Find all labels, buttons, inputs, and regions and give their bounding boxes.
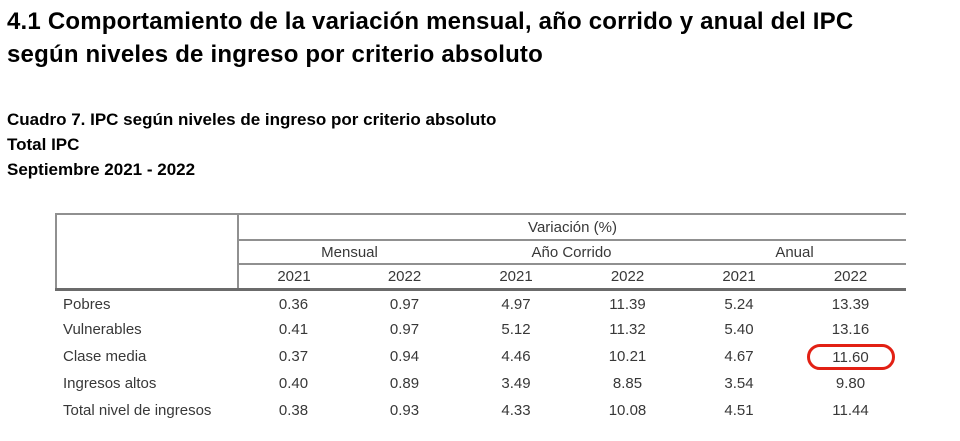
cell-value: 10.08 <box>608 402 647 419</box>
row-label: Ingresos altos <box>63 375 157 392</box>
section-title-line1: 4.1 Comportamiento de la variación mensu… <box>7 8 854 35</box>
row-label: Clase media <box>63 348 147 365</box>
header-anual: Anual <box>683 240 907 265</box>
cell-value: 10.21 <box>608 348 647 365</box>
cell-value: 0.40 <box>278 375 309 392</box>
table-header-row-subgroups: Mensual Año Corrido Anual <box>56 240 907 265</box>
cell-value: 0.36 <box>278 295 309 313</box>
cell-value: 8.85 <box>612 375 643 392</box>
table-corner-cell <box>55 213 239 291</box>
row-label: Total nivel de ingresos <box>63 402 212 419</box>
table-header-row-group: Variación (%) <box>55 213 907 291</box>
cell-value: 3.54 <box>724 375 754 392</box>
table-row-ingresos-altos: Ingresos altos 0.40 0.89 3.49 8.85 3.54 … <box>56 370 906 397</box>
cell-value: 0.41 <box>278 321 309 338</box>
cell-value: 0.37 <box>278 348 309 365</box>
cell-value: 4.97 <box>501 295 531 313</box>
header-year-corrido-2022: 2022 <box>572 264 683 291</box>
highlight-ellipse-annotation: 11.60 <box>806 343 895 370</box>
header-year-corrido-2021: 2021 <box>460 264 572 291</box>
caption-total-ipc: Total IPC <box>7 135 80 154</box>
cell-value: 11.39 <box>609 295 646 313</box>
cell-value: 4.33 <box>501 402 531 419</box>
highlighted-value: 11.60 <box>832 348 869 366</box>
cell-value: 9.80 <box>835 375 866 392</box>
section-title: 4.1 Comportamiento de la variación mensu… <box>7 5 853 71</box>
caption-cuadro: Cuadro 7. IPC según niveles de ingreso p… <box>7 110 497 129</box>
cell-value-highlighted: 11.60 <box>795 343 906 370</box>
cell-value: 5.24 <box>724 295 754 313</box>
header-ano-corrido: Año Corrido <box>460 240 683 265</box>
cell-value: 0.94 <box>389 348 420 365</box>
cell-value: 0.38 <box>278 402 309 419</box>
cell-value: 13.16 <box>831 321 870 338</box>
cell-value: 3.49 <box>501 375 531 392</box>
header-year-anual-2021: 2021 <box>683 264 795 291</box>
ipc-table: Variación (%) Mensual Año Corrido Anual … <box>55 213 907 424</box>
table-row-clase-media: Clase media 0.37 0.94 4.46 10.21 4.67 11… <box>56 343 906 370</box>
cell-value: 11.44 <box>832 402 869 419</box>
cell-value: 0.93 <box>389 402 420 419</box>
cell-value: 0.97 <box>389 295 420 313</box>
cell-value: 5.12 <box>501 321 531 338</box>
cell-value: 4.46 <box>501 348 531 365</box>
table-row-total: Total nivel de ingresos 0.38 0.93 4.33 1… <box>56 397 906 424</box>
section-title-line2: según niveles de ingreso por criterio ab… <box>7 41 543 68</box>
header-variacion: Variación (%) <box>238 213 907 241</box>
caption-period: Septiembre 2021 - 2022 <box>7 160 196 179</box>
header-year-mensual-2022: 2022 <box>349 264 460 291</box>
cell-value: 13.39 <box>831 295 870 313</box>
cell-value: 0.97 <box>389 321 420 338</box>
header-year-mensual-2021: 2021 <box>238 264 349 291</box>
cell-value: 4.67 <box>724 348 754 365</box>
header-mensual: Mensual <box>238 240 460 265</box>
cell-value: 11.32 <box>609 321 646 338</box>
cell-value: 4.51 <box>724 402 754 419</box>
row-label: Pobres <box>63 295 111 313</box>
table-caption: Cuadro 7. IPC según niveles de ingreso p… <box>7 107 496 182</box>
table-header-row-years: 2021 2022 2021 2022 2021 2022 <box>56 264 907 291</box>
header-year-anual-2022: 2022 <box>795 264 907 291</box>
cell-value: 0.89 <box>389 375 420 392</box>
row-label: Vulnerables <box>63 321 142 338</box>
cell-value: 5.40 <box>724 321 754 338</box>
table-row-vulnerables: Vulnerables 0.41 0.97 5.12 11.32 5.40 13… <box>56 316 906 343</box>
table-row-pobres: Pobres 0.36 0.97 4.97 11.39 5.24 13.39 <box>56 289 906 316</box>
